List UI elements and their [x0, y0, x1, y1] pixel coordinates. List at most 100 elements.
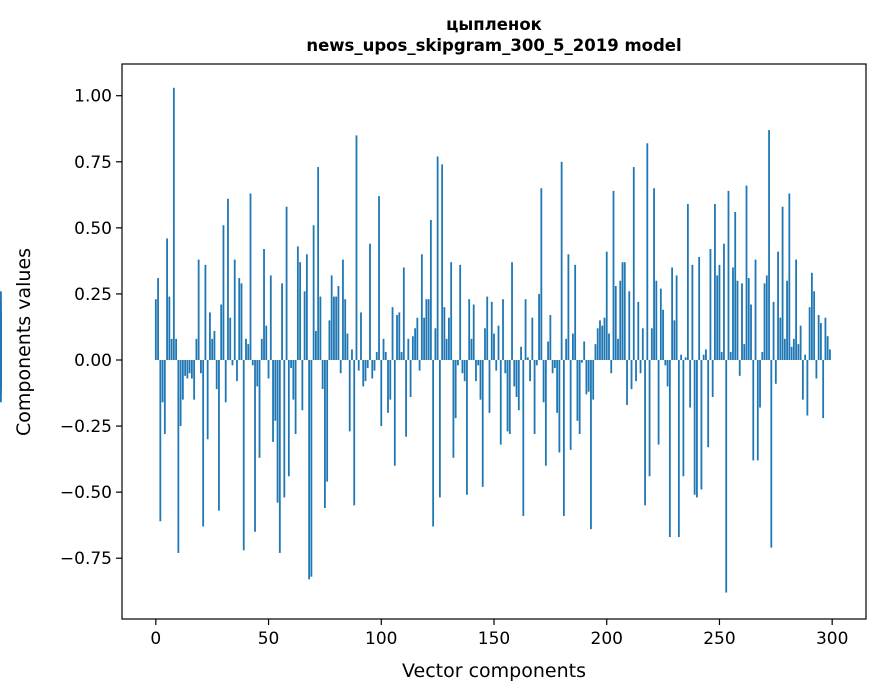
bar — [779, 317, 782, 360]
bar — [366, 360, 369, 368]
bar — [603, 317, 606, 360]
bar — [520, 346, 522, 360]
bar — [197, 259, 200, 360]
bar — [666, 360, 669, 387]
bar — [504, 360, 507, 374]
bar — [335, 296, 338, 360]
bar — [209, 312, 211, 360]
bar — [490, 301, 493, 360]
bar — [204, 264, 207, 360]
bar — [319, 296, 322, 360]
bar — [750, 304, 752, 360]
bar — [626, 360, 628, 405]
bar — [574, 264, 577, 360]
bar — [565, 338, 568, 360]
bar — [177, 360, 180, 553]
bar — [200, 360, 202, 374]
bar — [745, 185, 748, 360]
bar — [240, 283, 243, 360]
bar — [718, 264, 721, 360]
bar — [808, 307, 811, 360]
y-tick-label: 0.50 — [74, 219, 112, 239]
bar — [154, 299, 157, 360]
bar — [686, 204, 689, 360]
bar — [635, 360, 637, 382]
bar — [822, 360, 825, 419]
bar — [402, 267, 405, 360]
bar — [569, 360, 572, 450]
bar — [346, 333, 349, 360]
bar — [215, 360, 218, 390]
bar — [508, 360, 511, 434]
bar — [632, 167, 635, 360]
bar — [583, 341, 586, 360]
bar — [795, 259, 798, 360]
bar — [765, 275, 768, 360]
bar — [213, 330, 216, 360]
bar — [324, 360, 326, 508]
bar — [729, 352, 732, 360]
bar — [258, 360, 261, 458]
bar — [716, 275, 719, 360]
bar — [513, 360, 516, 387]
bar — [680, 354, 683, 360]
bar — [517, 360, 520, 411]
bar — [783, 338, 786, 360]
bar — [260, 338, 263, 360]
bar — [222, 225, 225, 360]
bar — [610, 360, 613, 374]
bar — [296, 246, 299, 360]
bar — [601, 325, 604, 360]
x-tick-label: 150 — [478, 629, 510, 649]
y-tick-label: −0.75 — [60, 549, 112, 569]
bar — [380, 360, 383, 427]
bar — [493, 333, 495, 360]
bar — [339, 360, 342, 374]
bar — [657, 360, 660, 445]
bar — [544, 360, 547, 466]
bar — [702, 354, 705, 360]
bar — [193, 360, 196, 400]
y-axis-label: Components values — [13, 248, 35, 436]
bar — [689, 360, 692, 408]
bar — [578, 360, 581, 434]
bar — [572, 333, 574, 360]
bar — [0, 360, 2, 390]
bar — [175, 338, 178, 360]
bar — [242, 360, 245, 551]
bar — [355, 135, 358, 360]
bar — [617, 338, 619, 360]
bar — [445, 338, 448, 360]
bar — [547, 341, 550, 360]
bar — [202, 360, 205, 527]
bar — [698, 256, 701, 360]
bar — [605, 251, 608, 360]
chart-title: цыпленок — [446, 15, 542, 34]
bar — [813, 291, 816, 360]
bar — [628, 291, 631, 360]
bar — [463, 360, 466, 382]
bar — [497, 325, 500, 360]
bar — [159, 360, 162, 522]
bar — [416, 317, 419, 360]
bar — [195, 338, 198, 360]
bar — [0, 315, 2, 360]
bar — [709, 249, 712, 360]
bar — [707, 360, 710, 448]
bars-group — [0, 87, 831, 593]
bar — [238, 278, 241, 360]
bar — [276, 360, 279, 503]
bar — [303, 291, 306, 360]
bar — [542, 360, 545, 403]
bar — [556, 360, 559, 413]
bar — [549, 315, 552, 360]
bar — [305, 254, 308, 360]
bar — [781, 206, 784, 360]
bar — [337, 286, 340, 360]
bar — [348, 360, 351, 432]
bar — [220, 304, 223, 360]
bar — [756, 360, 759, 461]
bar — [790, 346, 793, 360]
bar — [648, 360, 651, 477]
bar — [677, 360, 680, 538]
